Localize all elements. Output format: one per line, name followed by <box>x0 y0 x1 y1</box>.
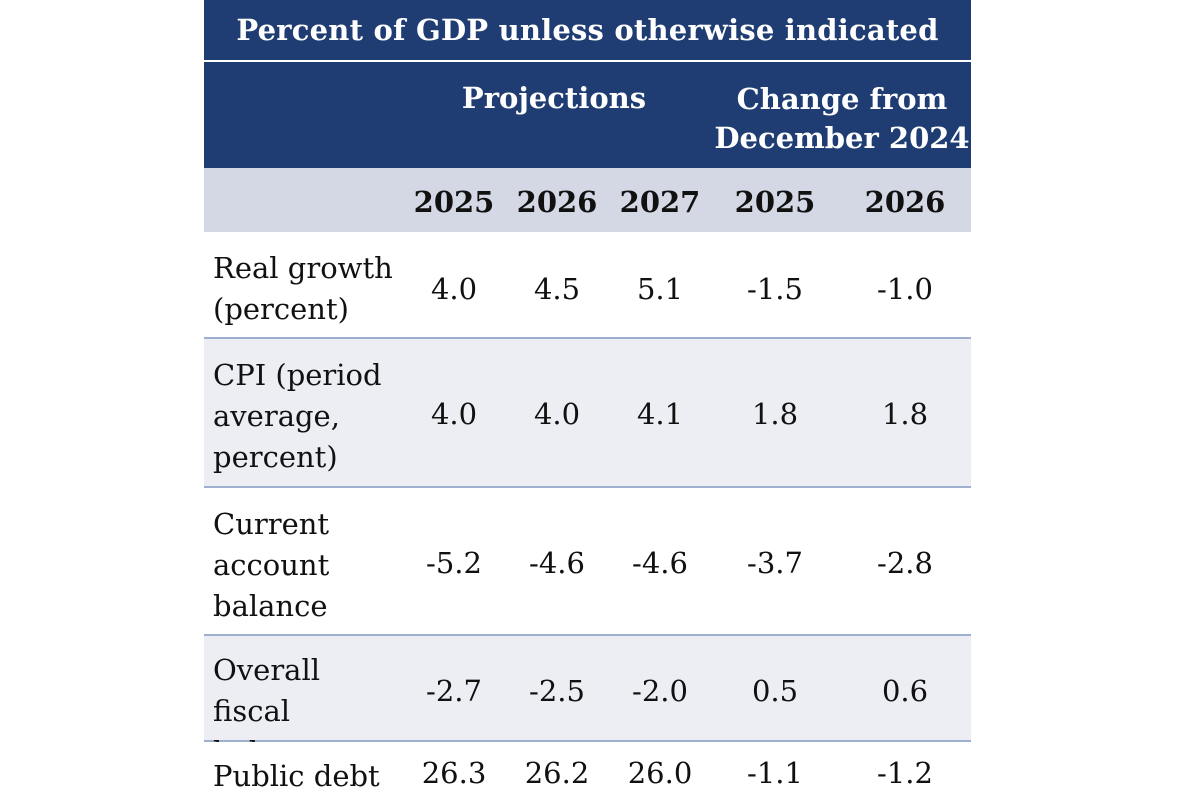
table-cell: -1.0 <box>877 272 933 306</box>
row-label-line: account <box>213 548 330 582</box>
table-cell: 1.8 <box>881 397 929 431</box>
row-label-line: percent) <box>213 440 338 474</box>
table-cell: -3.7 <box>747 546 803 580</box>
table-cell: 26.3 <box>421 756 487 790</box>
table-cell: 4.0 <box>430 397 478 431</box>
table-row: Public debt 26.3 26.2 26.0 -1.1 -1.2 <box>204 742 971 800</box>
table-row: Real growth (percent) 4.0 4.5 5.1 -1.5 -1.0 <box>204 234 971 339</box>
table-cell: -1.2 <box>877 756 933 790</box>
table-cell: -1.5 <box>747 272 803 306</box>
year-header: 2026 <box>516 185 598 219</box>
table-cell: -2.0 <box>632 674 688 708</box>
row-label-line: Current <box>213 507 330 541</box>
row-label: Current account balance <box>213 504 403 627</box>
table-cell: 0.6 <box>881 674 929 708</box>
projections-table: Percent of GDP unless otherwise indicate… <box>204 0 971 800</box>
row-label-line: Public debt <box>213 759 380 793</box>
row-label: Public debt <box>213 756 403 797</box>
year-header-row: 2025 2026 2027 2025 2026 <box>204 168 971 232</box>
table-row: Current account balance -5.2 -4.6 -4.6 -3.7 -2.… <box>204 488 971 636</box>
row-label: CPI (period average, percent) <box>213 355 403 478</box>
table-cell: 4.1 <box>636 397 684 431</box>
table-cell: 1.8 <box>751 397 799 431</box>
table-cell: -2.5 <box>529 674 585 708</box>
table-row: Overall fiscalbalance-2.7-2.5-2.00.50.6 <box>204 636 971 769</box>
table-cell: 5.1 <box>636 272 684 306</box>
table-cell: -1.1 <box>747 756 803 790</box>
table-cell: 0.5 <box>751 674 799 708</box>
table-row: CPI (period average, percent) 4.0 4.0 4.1 1.8 1… <box>204 339 971 488</box>
row-label-line: balance <box>213 589 328 623</box>
table-cell: 26.0 <box>627 756 693 790</box>
row-label-line: Overall fiscal <box>213 653 321 728</box>
table-cell: -2.7 <box>426 674 482 708</box>
column-group-header: Projections Change from December 2024 <box>204 62 971 168</box>
row-label: Real growth (percent) <box>213 248 403 330</box>
row-label-line: average, <box>213 399 340 433</box>
table-cell: 4.0 <box>430 272 478 306</box>
row-label-line: (percent) <box>213 292 349 326</box>
group-header-change: Change from December 2024 <box>712 80 972 158</box>
table-cell: -4.6 <box>632 546 688 580</box>
group-header-change-line1: Change from <box>736 82 948 116</box>
row-label-line: Real growth <box>213 251 393 285</box>
table-cell: 4.5 <box>533 272 581 306</box>
group-header-projections: Projections <box>461 81 647 115</box>
group-header-change-line2: December 2024 <box>714 121 970 155</box>
table-title: Percent of GDP unless otherwise indicate… <box>204 0 971 60</box>
year-header: 2027 <box>619 185 701 219</box>
row-label-line: CPI (period <box>213 358 382 392</box>
year-header: 2025 <box>734 185 816 219</box>
table-cell: 26.2 <box>524 756 590 790</box>
table-cell: -2.8 <box>877 546 933 580</box>
table-cell: 4.0 <box>533 397 581 431</box>
table-cell: -5.2 <box>426 546 482 580</box>
year-header: 2025 <box>413 185 495 219</box>
year-header: 2026 <box>864 185 946 219</box>
table-cell: -4.6 <box>529 546 585 580</box>
